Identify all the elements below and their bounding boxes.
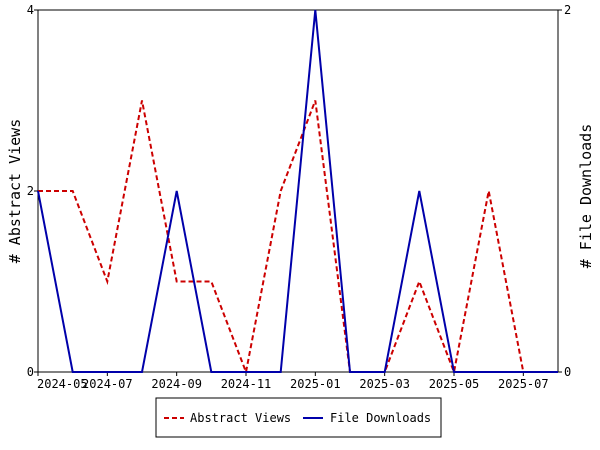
right-axis: 02	[558, 3, 571, 379]
x-tick-label: 2025-03	[359, 377, 410, 391]
x-tick-label: 2025-01	[290, 377, 341, 391]
left-tick-label: 0	[27, 365, 34, 379]
x-tick-label: 2024-07	[82, 377, 133, 391]
left-tick-label: 2	[27, 184, 34, 198]
right-tick-label: 2	[564, 3, 571, 17]
left-axis: 0 2 4	[27, 3, 38, 379]
series-line-file-downloads	[37, 9, 558, 373]
right-axis-title: # File Downloads	[577, 124, 595, 269]
x-tick-label: 2024-09	[151, 377, 202, 391]
x-tick-label: 2024-05	[37, 377, 88, 391]
legend-label-file-downloads: File Downloads	[330, 411, 431, 425]
left-tick-label: 4	[27, 3, 34, 17]
series-layer	[37, 9, 558, 376]
right-tick-label: 0	[564, 365, 571, 379]
x-tick-label: 2025-07	[498, 377, 549, 391]
series-line-abstract-views	[38, 100, 558, 376]
x-tick-label: 2024-11	[221, 377, 272, 391]
left-axis-title: # Abstract Views	[6, 119, 24, 264]
legend: Abstract Views File Downloads	[155, 397, 442, 438]
legend-box	[155, 397, 442, 438]
x-tick-label: 2025-05	[429, 377, 480, 391]
legend-label-abstract-views: Abstract Views	[190, 411, 291, 425]
